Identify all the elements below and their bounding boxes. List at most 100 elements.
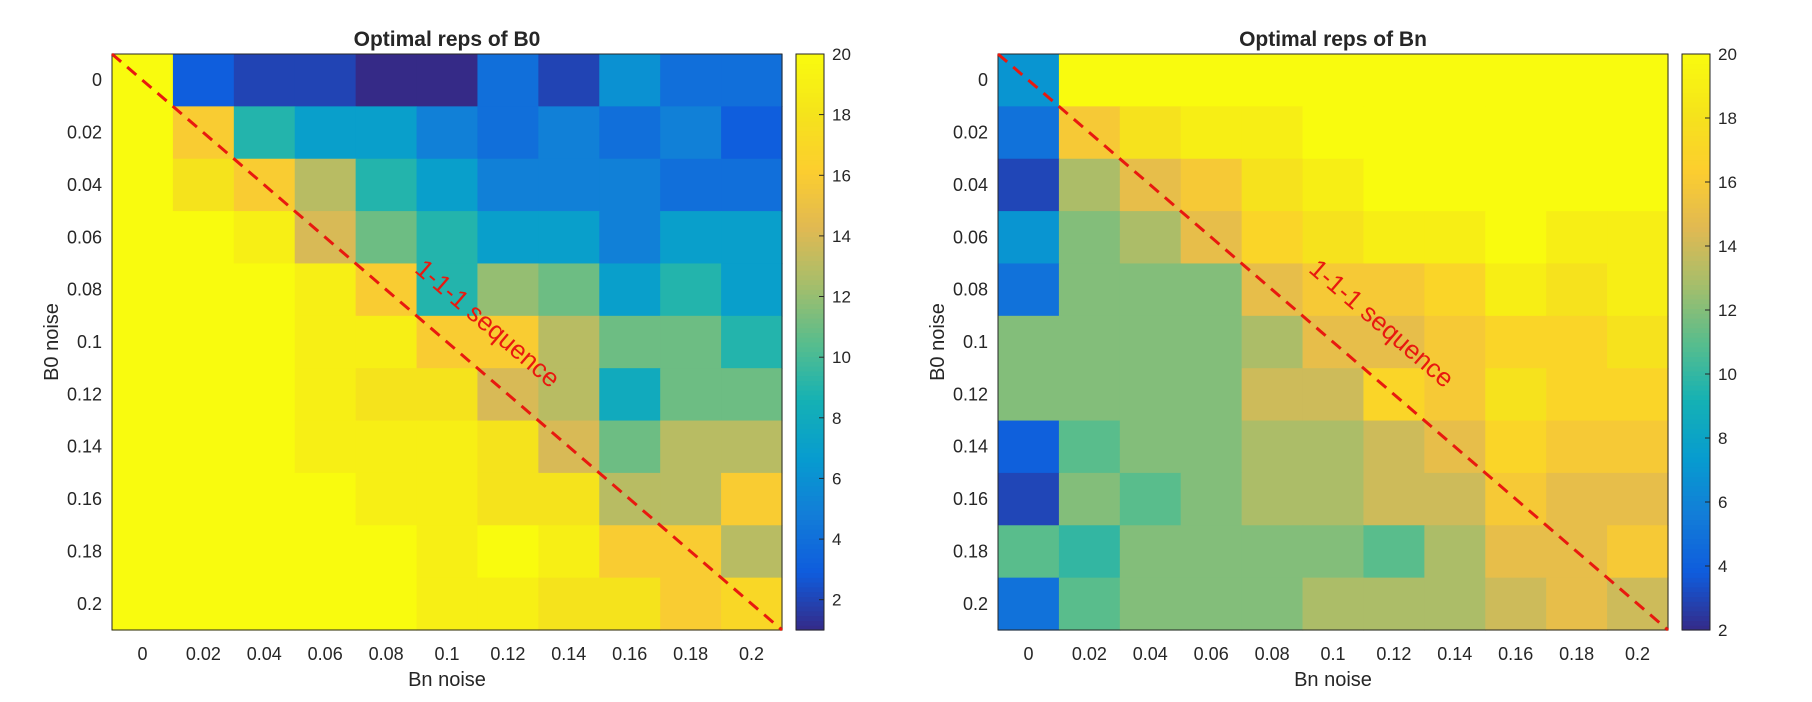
colorbar-strip — [1682, 274, 1710, 281]
heatmap-cell — [1058, 368, 1121, 422]
heatmap-cell — [1180, 315, 1243, 369]
colorbar-strip — [796, 404, 824, 410]
y-tick-label: 0.2 — [77, 594, 102, 614]
colorbar-strip — [1682, 351, 1710, 357]
heatmap-cell — [1058, 420, 1121, 474]
colorbar-strip — [796, 428, 824, 434]
heatmap-cell — [416, 525, 479, 579]
heatmap-cell — [1302, 263, 1365, 317]
colorbar-strip — [1682, 159, 1710, 165]
colorbar-strip — [796, 500, 824, 506]
heatmap-cell — [1363, 577, 1425, 631]
colorbar-strip — [1682, 582, 1710, 588]
heatmap-cell — [721, 106, 783, 160]
heatmap-cell — [1241, 368, 1304, 422]
heatmap-cell — [294, 106, 357, 160]
heatmap-cell — [1485, 158, 1547, 212]
colorbar-strip — [796, 529, 824, 535]
colorbar-strip — [796, 332, 824, 338]
x-tick-label: 0.14 — [551, 644, 586, 664]
heatmap-cell — [477, 211, 539, 265]
x-tick-labels: 0 0.02 0.04 0.06 0.08 0.1 0.12 0.14 0.16 0.18 0.2 — [137, 644, 764, 664]
diagonal-reference-line — [997, 52, 1669, 632]
colorbar-strip — [1682, 322, 1710, 329]
colorbar-strip — [1682, 145, 1710, 151]
colorbar-strip — [1682, 140, 1710, 146]
heatmap-cell — [1119, 211, 1182, 265]
heatmap-cell — [1363, 211, 1425, 265]
heatmap-cell — [233, 54, 296, 107]
heatmap-cell — [355, 211, 418, 265]
y-tick-label: 0.04 — [953, 175, 988, 195]
colorbar-strip — [796, 250, 824, 257]
heatmap-cell — [1607, 368, 1669, 422]
heatmap-cell — [294, 158, 357, 212]
colorbar-strip — [796, 308, 824, 314]
colorbar-strip — [796, 596, 824, 602]
colorbar-strip — [796, 73, 824, 79]
y-axis-label: B0 noise — [41, 303, 63, 381]
colorbar-tick-label: 4 — [832, 530, 841, 549]
colorbar-strip — [1682, 250, 1710, 257]
colorbar-strip — [1682, 73, 1710, 79]
heatmap-cell — [721, 54, 783, 107]
heatmap-cell — [477, 525, 539, 579]
heatmap-cell — [1485, 263, 1547, 317]
colorbar-strip — [796, 615, 824, 621]
heatmap-cell — [599, 368, 661, 422]
colorbar-strip — [1682, 92, 1710, 98]
colorbar-strip — [796, 78, 824, 84]
heatmap-cell — [1546, 420, 1608, 474]
colorbar-strip — [796, 390, 824, 396]
x-tick-label: 0.18 — [1559, 644, 1594, 664]
colorbar-strip — [1682, 586, 1710, 593]
colorbar-strip — [1682, 130, 1710, 137]
heatmap-cell — [1607, 420, 1669, 474]
colorbar-strip — [796, 423, 824, 429]
colorbar-strip — [1682, 106, 1710, 113]
colorbar-strip — [796, 538, 824, 545]
heatmap-cell — [1180, 106, 1243, 160]
colorbar-strip — [796, 385, 824, 391]
y-tick-label: 0.14 — [953, 437, 988, 457]
colorbar-strip — [796, 577, 824, 583]
heatmap-cell — [599, 577, 661, 631]
colorbar-strip — [796, 572, 824, 578]
x-tick-label: 0 — [1023, 644, 1033, 664]
colorbar-strip — [1682, 174, 1710, 180]
colorbar-strip — [1682, 164, 1710, 170]
colorbar-strip — [1682, 558, 1710, 564]
y-axis-label: B0 noise — [927, 303, 949, 381]
colorbar-strip — [1682, 279, 1710, 285]
colorbar-strip — [1682, 111, 1710, 117]
heatmap-cell — [660, 263, 722, 317]
colorbar-strip — [796, 145, 824, 151]
colorbar-strip — [1682, 370, 1710, 377]
heatmap-cell — [1485, 106, 1547, 160]
heatmap-cell — [660, 211, 722, 265]
heatmap-cell — [1058, 263, 1121, 317]
colorbar-strip — [1682, 289, 1710, 295]
heatmap-cell — [172, 263, 235, 317]
colorbar-strip — [1682, 577, 1710, 583]
heatmap-cell — [660, 54, 722, 107]
colorbar-strip — [1682, 188, 1710, 194]
y-tick-labels: 0 0.02 0.04 0.06 0.08 0.1 0.12 0.14 0.16 0.18 0.2 — [953, 70, 988, 614]
heatmap-cell — [1607, 54, 1669, 107]
colorbar-tick-label: 20 — [1718, 45, 1737, 64]
heatmap-cell — [1363, 472, 1425, 526]
colorbar-strip — [796, 284, 824, 290]
heatmap-cell — [416, 420, 479, 474]
colorbar-strip — [796, 510, 824, 516]
colorbar-strip — [1682, 332, 1710, 338]
colorbar-strip — [796, 322, 824, 329]
heatmap-cell — [660, 420, 722, 474]
colorbar-strip — [1682, 116, 1710, 122]
colorbar-strip — [1682, 486, 1710, 492]
heatmap-cell — [416, 368, 479, 422]
heatmap-cell — [355, 368, 418, 422]
heatmap-cell — [1058, 158, 1121, 212]
colorbar-strip — [796, 106, 824, 113]
heatmap-cell — [1180, 577, 1243, 631]
x-tick-label: 0 — [137, 644, 147, 664]
